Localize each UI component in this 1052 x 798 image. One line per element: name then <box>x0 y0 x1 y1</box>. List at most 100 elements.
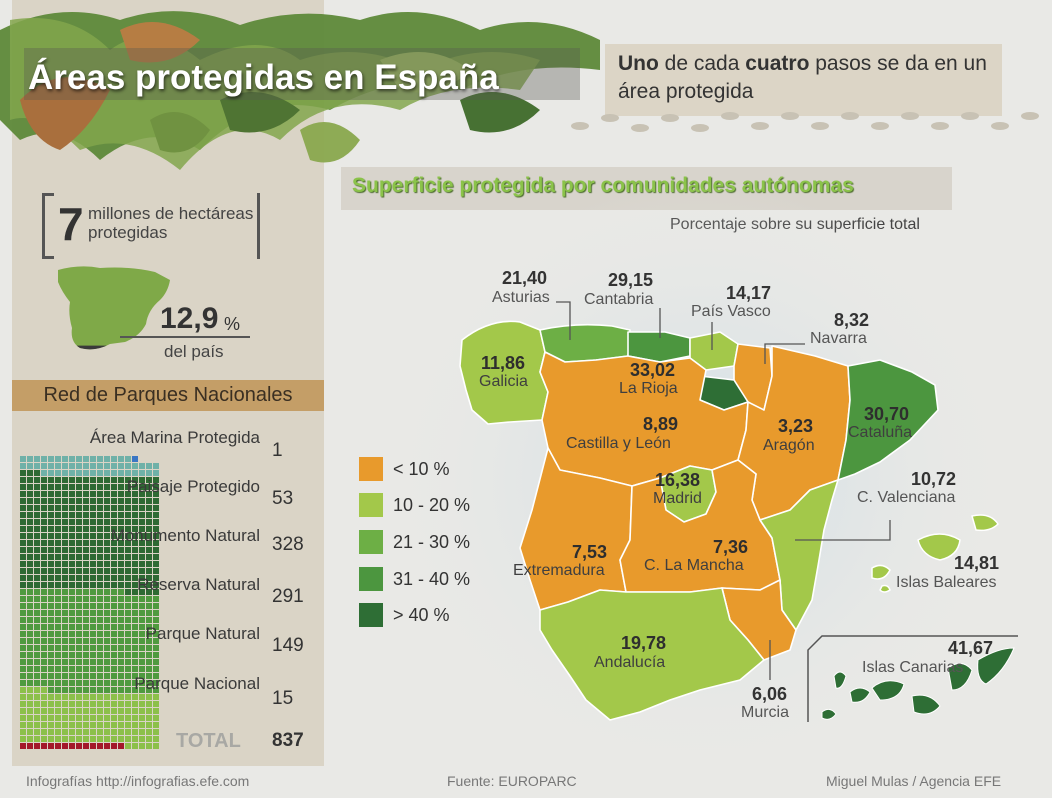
park-dot <box>55 526 61 532</box>
park-dot <box>125 666 131 672</box>
park-dot <box>139 603 145 609</box>
park-dot <box>76 638 82 644</box>
park-label-parque-nacional: Parque Nacional <box>134 674 260 693</box>
park-dot <box>153 512 159 518</box>
park-dot <box>34 743 40 749</box>
park-dot <box>83 652 89 658</box>
park-dot <box>146 708 152 714</box>
park-dot <box>76 694 82 700</box>
park-dot <box>62 638 68 644</box>
park-dot <box>90 680 96 686</box>
region-value-aragon: 3,23 <box>778 416 814 436</box>
park-dot <box>27 582 33 588</box>
park-dot <box>97 694 103 700</box>
park-dot <box>90 470 96 476</box>
park-dot <box>118 687 124 693</box>
park-dot <box>132 687 138 693</box>
park-dot <box>76 540 82 546</box>
park-dot <box>132 666 138 672</box>
park-dot <box>55 519 61 525</box>
park-dot <box>20 638 26 644</box>
park-dot <box>139 498 145 504</box>
park-dot <box>104 498 110 504</box>
park-dot <box>20 603 26 609</box>
park-dot <box>55 694 61 700</box>
park-dot <box>118 477 124 483</box>
park-dot <box>69 526 75 532</box>
park-dot <box>27 470 33 476</box>
park-dot <box>27 519 33 525</box>
park-dot <box>132 582 138 588</box>
park-dot <box>83 470 89 476</box>
park-dot <box>48 743 54 749</box>
park-dot <box>111 645 117 651</box>
park-dot <box>55 666 61 672</box>
region-value-c-valenciana: 10,72 <box>911 469 957 489</box>
park-dot <box>111 484 117 490</box>
park-dot <box>83 596 89 602</box>
park-dot <box>27 624 33 630</box>
park-dot <box>27 596 33 602</box>
park-dot <box>76 631 82 637</box>
park-dot <box>125 743 131 749</box>
park-dot <box>146 652 152 658</box>
park-dot <box>55 610 61 616</box>
park-dot <box>139 582 145 588</box>
park-dot <box>55 645 61 651</box>
park-dot <box>104 484 110 490</box>
park-dot <box>104 505 110 511</box>
park-dot <box>76 519 82 525</box>
park-dot <box>97 701 103 707</box>
park-dot <box>62 526 68 532</box>
park-dot <box>97 596 103 602</box>
park-dot <box>139 624 145 630</box>
park-dot <box>20 631 26 637</box>
park-dot <box>55 568 61 574</box>
park-dot <box>76 505 82 511</box>
park-dot <box>83 456 89 462</box>
park-dot <box>139 631 145 637</box>
park-label-monumento: Monumento Natural <box>110 526 260 545</box>
park-dot <box>20 666 26 672</box>
park-dot <box>139 463 145 469</box>
park-dot <box>118 470 124 476</box>
footer-source: Fuente: EUROPARC <box>447 773 577 789</box>
park-dot <box>153 694 159 700</box>
park-dot <box>153 533 159 539</box>
park-dot <box>20 624 26 630</box>
park-dot <box>27 540 33 546</box>
park-dot <box>132 729 138 735</box>
park-dot <box>20 596 26 602</box>
park-dot <box>62 575 68 581</box>
park-dot <box>90 624 96 630</box>
park-dot <box>27 673 33 679</box>
park-dot <box>132 491 138 497</box>
park-dot <box>83 554 89 560</box>
park-dot <box>146 533 152 539</box>
park-dot <box>97 722 103 728</box>
park-dot <box>41 708 47 714</box>
park-dot <box>132 708 138 714</box>
park-dot <box>83 715 89 721</box>
park-dot <box>62 463 68 469</box>
park-dot <box>90 652 96 658</box>
region-value-cantabria: 29,15 <box>608 270 654 290</box>
park-dot <box>34 589 40 595</box>
park-dot <box>62 659 68 665</box>
park-dot <box>118 575 124 581</box>
park-dot <box>55 631 61 637</box>
park-dot <box>90 582 96 588</box>
park-dot <box>62 547 68 553</box>
park-dot <box>55 743 61 749</box>
park-dot <box>48 596 54 602</box>
park-dot <box>97 547 103 553</box>
park-dot <box>83 610 89 616</box>
park-dot <box>125 498 131 504</box>
park-dot <box>97 652 103 658</box>
park-label-area-marina: Área Marina Protegida <box>89 428 260 447</box>
region-name-asturias: Asturias <box>492 289 550 306</box>
park-dot <box>111 617 117 623</box>
park-dot <box>104 638 110 644</box>
park-dot <box>97 715 103 721</box>
park-value-reserva: 291 <box>272 586 304 607</box>
